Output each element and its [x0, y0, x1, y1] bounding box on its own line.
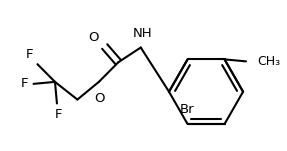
Text: CH₃: CH₃	[258, 55, 281, 68]
Text: F: F	[26, 48, 34, 61]
Text: O: O	[88, 31, 99, 44]
Text: F: F	[55, 108, 63, 121]
Text: O: O	[95, 92, 105, 105]
Text: Br: Br	[180, 103, 195, 116]
Text: NH: NH	[133, 27, 152, 40]
Text: F: F	[21, 77, 29, 90]
